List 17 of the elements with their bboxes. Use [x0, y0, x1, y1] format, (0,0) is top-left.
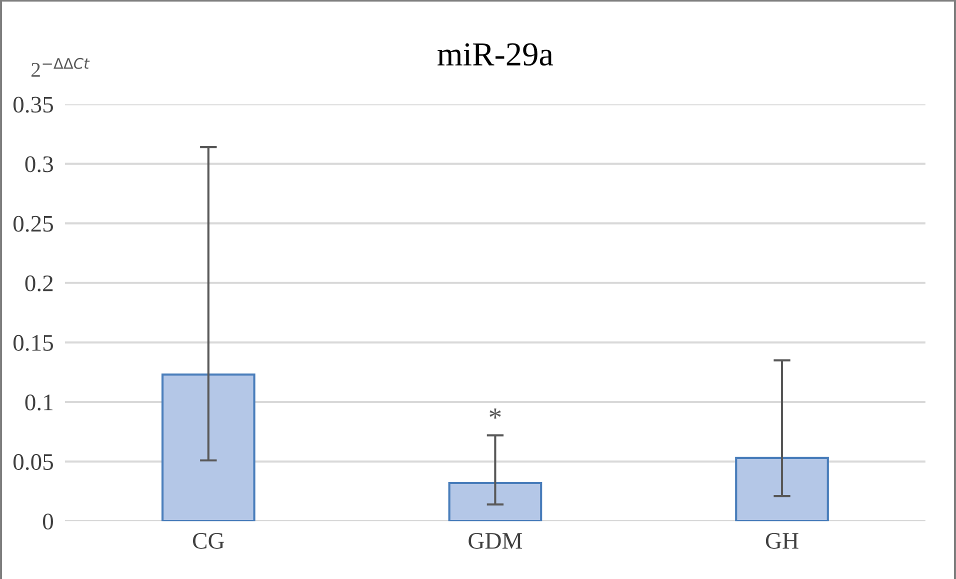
- y-tick-label: 0.1: [25, 394, 52, 411]
- bar: [735, 456, 829, 522]
- bar: [161, 374, 256, 522]
- y-tick-label: 0.2: [25, 275, 53, 292]
- y-tick-label: 0.15: [13, 334, 53, 351]
- bar: [448, 482, 542, 522]
- x-tick-label: GDM: [468, 532, 522, 549]
- y-tick-label: 0.35: [13, 96, 53, 113]
- y-tick-label: 0.25: [13, 216, 53, 232]
- x-tick-label: CG: [192, 532, 224, 549]
- x-tick-label: GH: [766, 532, 798, 549]
- y-tick-label: 0.3: [25, 156, 53, 172]
- annotation: *: [490, 408, 501, 419]
- y-tick-label: 0: [42, 514, 53, 530]
- chart-title: miR-29a: [438, 43, 554, 66]
- y-tick-label: 0.05: [13, 454, 53, 470]
- y-axis-title: 2$^{−ΔΔCt}$: [32, 58, 90, 77]
